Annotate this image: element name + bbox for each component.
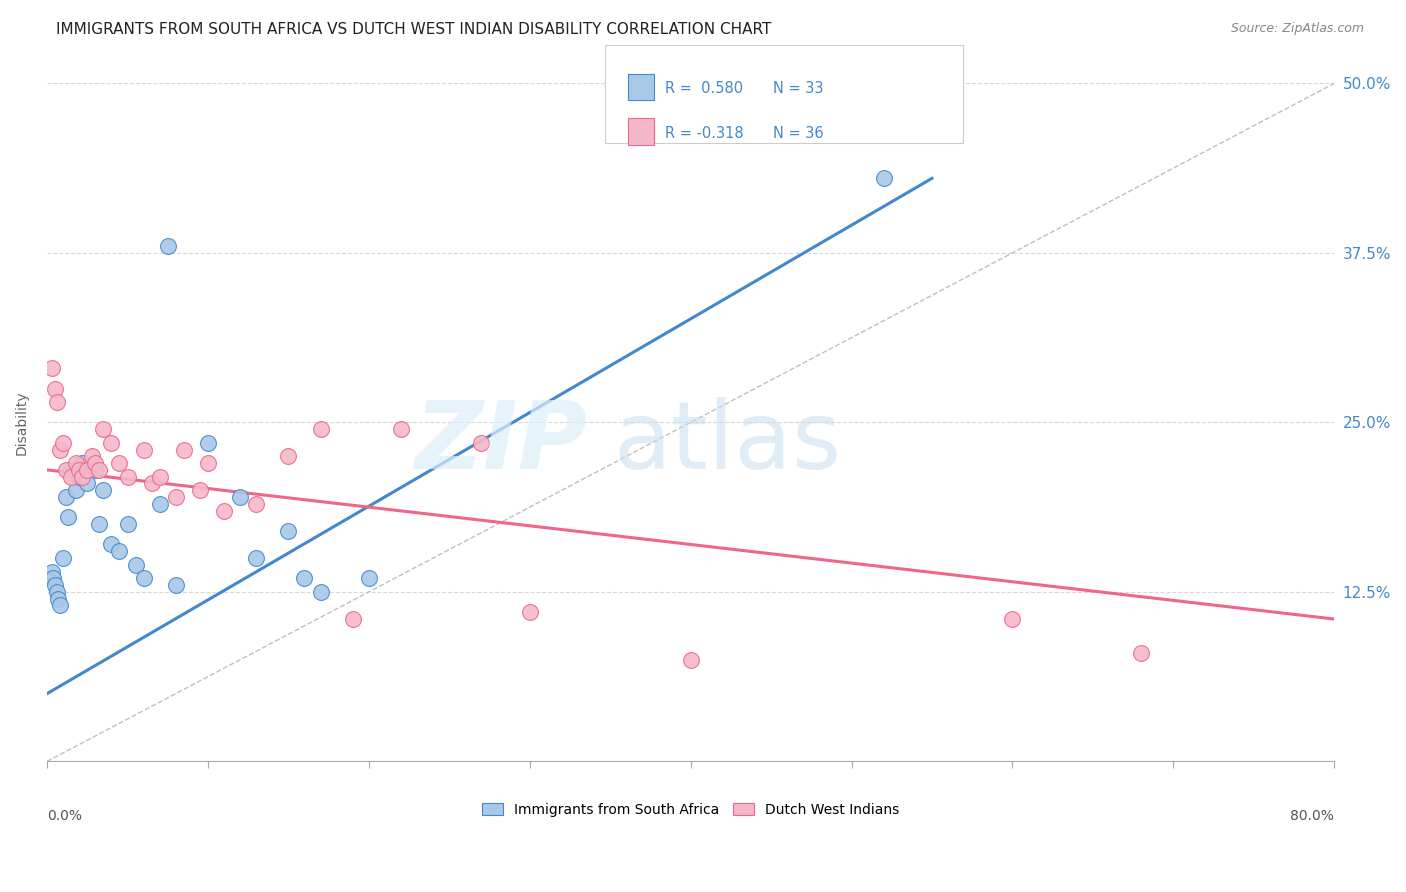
- Text: N = 33: N = 33: [773, 81, 824, 96]
- Point: [212, 503, 235, 517]
- Point: [45, 395, 67, 409]
- Point: [46, 591, 69, 606]
- Point: [76, 476, 98, 491]
- Text: N = 36: N = 36: [773, 126, 824, 141]
- Point: [173, 442, 195, 457]
- Point: [41, 565, 63, 579]
- Point: [76, 463, 98, 477]
- Point: [84, 463, 107, 477]
- Point: [165, 490, 187, 504]
- Point: [149, 469, 172, 483]
- Point: [470, 435, 492, 450]
- Text: 0.0%: 0.0%: [46, 809, 82, 822]
- Point: [52, 551, 75, 566]
- Text: IMMIGRANTS FROM SOUTH AFRICA VS DUTCH WEST INDIAN DISABILITY CORRELATION CHART: IMMIGRANTS FROM SOUTH AFRICA VS DUTCH WE…: [56, 22, 772, 37]
- Point: [873, 171, 896, 186]
- Point: [389, 422, 412, 436]
- Point: [100, 435, 122, 450]
- Point: [49, 442, 72, 457]
- Point: [132, 571, 155, 585]
- Point: [309, 422, 332, 436]
- Text: ZIP: ZIP: [415, 397, 588, 489]
- Point: [87, 517, 110, 532]
- Text: 80.0%: 80.0%: [1291, 809, 1334, 822]
- Point: [357, 571, 380, 585]
- Text: atlas: atlas: [613, 397, 842, 489]
- Point: [188, 483, 211, 498]
- Point: [117, 469, 139, 483]
- Point: [342, 612, 364, 626]
- Point: [93, 422, 115, 436]
- Point: [156, 239, 179, 253]
- Point: [45, 585, 67, 599]
- Point: [1001, 612, 1024, 626]
- Y-axis label: Disability: Disability: [15, 390, 30, 455]
- Point: [149, 497, 172, 511]
- Point: [277, 524, 299, 538]
- Point: [65, 456, 87, 470]
- Point: [277, 450, 299, 464]
- Point: [245, 551, 267, 566]
- Point: [294, 571, 316, 585]
- Point: [1130, 646, 1153, 660]
- Point: [519, 605, 541, 619]
- Point: [108, 456, 131, 470]
- Point: [141, 476, 163, 491]
- Point: [55, 490, 77, 504]
- Point: [245, 497, 267, 511]
- Text: R = -0.318: R = -0.318: [665, 126, 744, 141]
- Point: [309, 585, 332, 599]
- Point: [124, 558, 146, 572]
- Point: [60, 469, 83, 483]
- Point: [229, 490, 252, 504]
- Point: [44, 382, 66, 396]
- Point: [100, 537, 122, 551]
- Point: [108, 544, 131, 558]
- Point: [44, 578, 66, 592]
- Point: [679, 653, 702, 667]
- Point: [72, 456, 94, 470]
- Text: Source: ZipAtlas.com: Source: ZipAtlas.com: [1230, 22, 1364, 36]
- Point: [42, 571, 65, 585]
- Text: R =  0.580: R = 0.580: [665, 81, 744, 96]
- Point: [84, 456, 107, 470]
- Point: [56, 510, 79, 524]
- Point: [65, 483, 87, 498]
- Point: [67, 469, 90, 483]
- Point: [165, 578, 187, 592]
- Point: [87, 463, 110, 477]
- Point: [55, 463, 77, 477]
- Point: [72, 469, 94, 483]
- Point: [49, 599, 72, 613]
- Point: [117, 517, 139, 532]
- Point: [197, 435, 219, 450]
- Point: [82, 450, 104, 464]
- Point: [41, 361, 63, 376]
- Point: [93, 483, 115, 498]
- Point: [52, 435, 75, 450]
- Point: [197, 456, 219, 470]
- Point: [60, 463, 83, 477]
- Point: [132, 442, 155, 457]
- Legend: Immigrants from South Africa, Dutch West Indians: Immigrants from South Africa, Dutch West…: [477, 797, 905, 822]
- Point: [67, 463, 90, 477]
